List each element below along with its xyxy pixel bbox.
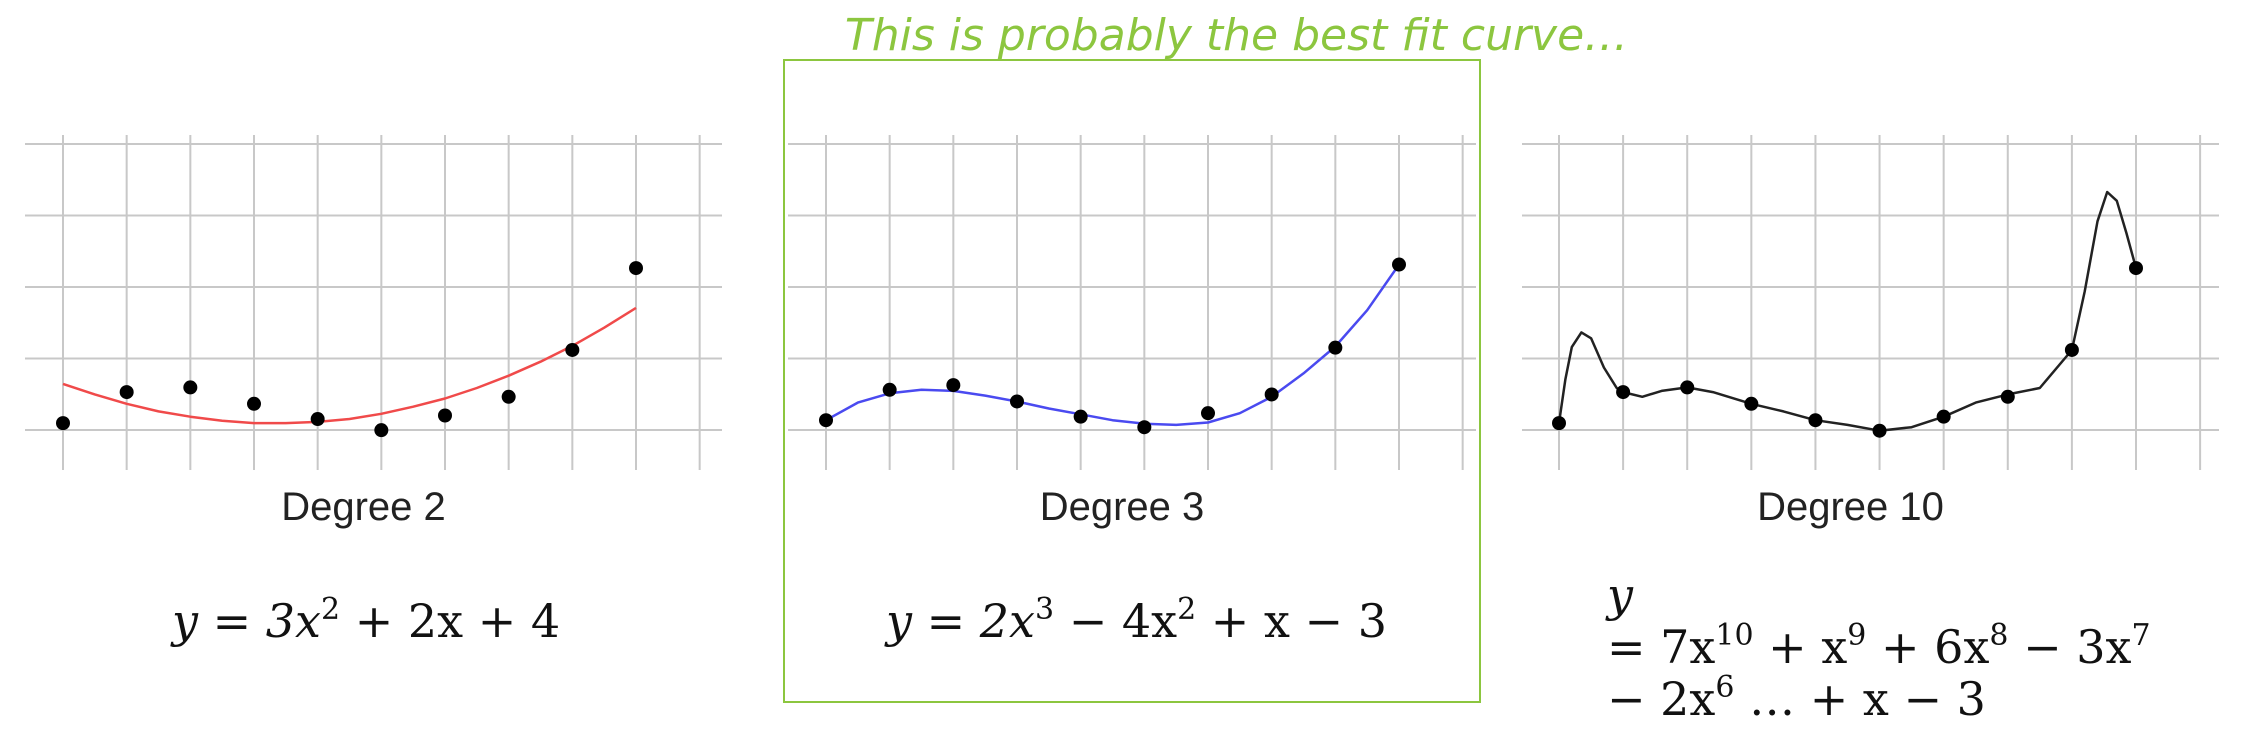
chart-panel-1: Degree 2 [25,135,722,529]
data-point [1552,416,1566,431]
data-point [629,261,643,276]
data-point [819,413,833,428]
data-point [501,389,516,404]
chart-title: Degree 2 [281,485,446,529]
data-point [1616,385,1631,400]
chart-title: Degree 10 [1757,485,1944,529]
data-point [2000,389,2015,404]
data-point [2064,342,2079,357]
data-point [882,382,897,397]
data-point [374,423,389,438]
data-point [1936,409,1951,424]
data-point [2129,261,2143,276]
data-point [1137,420,1152,435]
data-point [1680,380,1695,395]
chart-panel-3: Degree 10 [1522,135,2219,529]
best-fit-annotation: This is probably the best fit curve… [844,10,1629,61]
data-point [56,416,70,431]
fit-curve-degree-2 [62,306,637,425]
data-point [565,342,580,357]
best-fit-highlight-box [783,59,1481,703]
fit-curve-degree-10 [1557,190,2138,432]
data-point [1872,423,1887,438]
equation-degree-3: y = 2x3 − 4x2 + x − 3 [886,592,1387,648]
data-point [946,378,961,393]
data-point [183,380,198,395]
data-point [310,412,325,427]
data-point [247,396,261,411]
data-point [1744,396,1759,411]
chart-title: Degree 3 [1040,485,1205,529]
data-point [119,385,134,400]
data-point [1010,394,1024,409]
equation-degree-2: y = 3x2 + 2x + 4 [172,592,561,648]
equation-degree-10: y = 7x10 + x9 + 6x8 − 3x7 − 2x6 … + x − … [1607,568,2151,726]
data-point [1392,257,1406,272]
data-point [1073,409,1088,424]
chart-panel-2: Degree 3 [788,135,1476,529]
data-point [1201,406,1215,421]
data-point [1264,387,1279,402]
data-point [1328,340,1343,355]
data-point [438,408,452,423]
fit-curve-degree-3 [825,263,1401,427]
data-point [1808,413,1823,428]
